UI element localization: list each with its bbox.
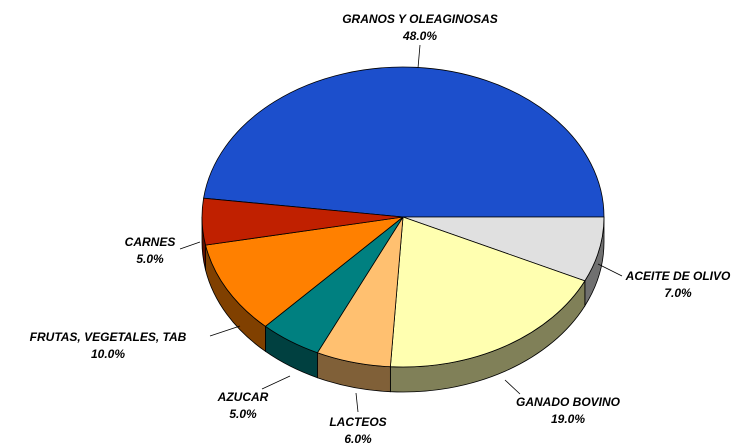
slice bbox=[203, 66, 605, 218]
leader-line bbox=[261, 375, 291, 390]
slice-value-label: 7.0% bbox=[664, 286, 692, 300]
slice-label: CARNES bbox=[125, 235, 176, 249]
slice-value-label: 5.0% bbox=[229, 407, 257, 421]
slice-label: LACTEOS bbox=[329, 415, 386, 429]
slice-value-label: 19.0% bbox=[551, 412, 585, 426]
slice-value-label: 5.0% bbox=[136, 252, 164, 266]
leader-line bbox=[504, 379, 521, 395]
leader-line bbox=[355, 392, 359, 413]
slice bbox=[389, 216, 586, 368]
leader-line bbox=[179, 241, 201, 250]
slice-label: GANADO BOVINO bbox=[516, 395, 621, 409]
slice bbox=[201, 197, 404, 246]
slice-value-label: 6.0% bbox=[344, 432, 372, 444]
leader-line bbox=[209, 325, 241, 337]
leader-line bbox=[417, 44, 421, 69]
slice-label: AZUCAR bbox=[217, 390, 269, 404]
slice-label: ACEITE DE OLIVO bbox=[625, 269, 731, 283]
slice-value-label: 10.0% bbox=[91, 347, 125, 361]
leader-line bbox=[597, 263, 623, 277]
slice bbox=[205, 216, 405, 327]
slice-label: GRANOS Y OLEAGINOSAS bbox=[342, 12, 498, 26]
slice-value-label: 48.0% bbox=[402, 29, 437, 43]
slice-label: FRUTAS, VEGETALES, TAB bbox=[30, 330, 187, 344]
